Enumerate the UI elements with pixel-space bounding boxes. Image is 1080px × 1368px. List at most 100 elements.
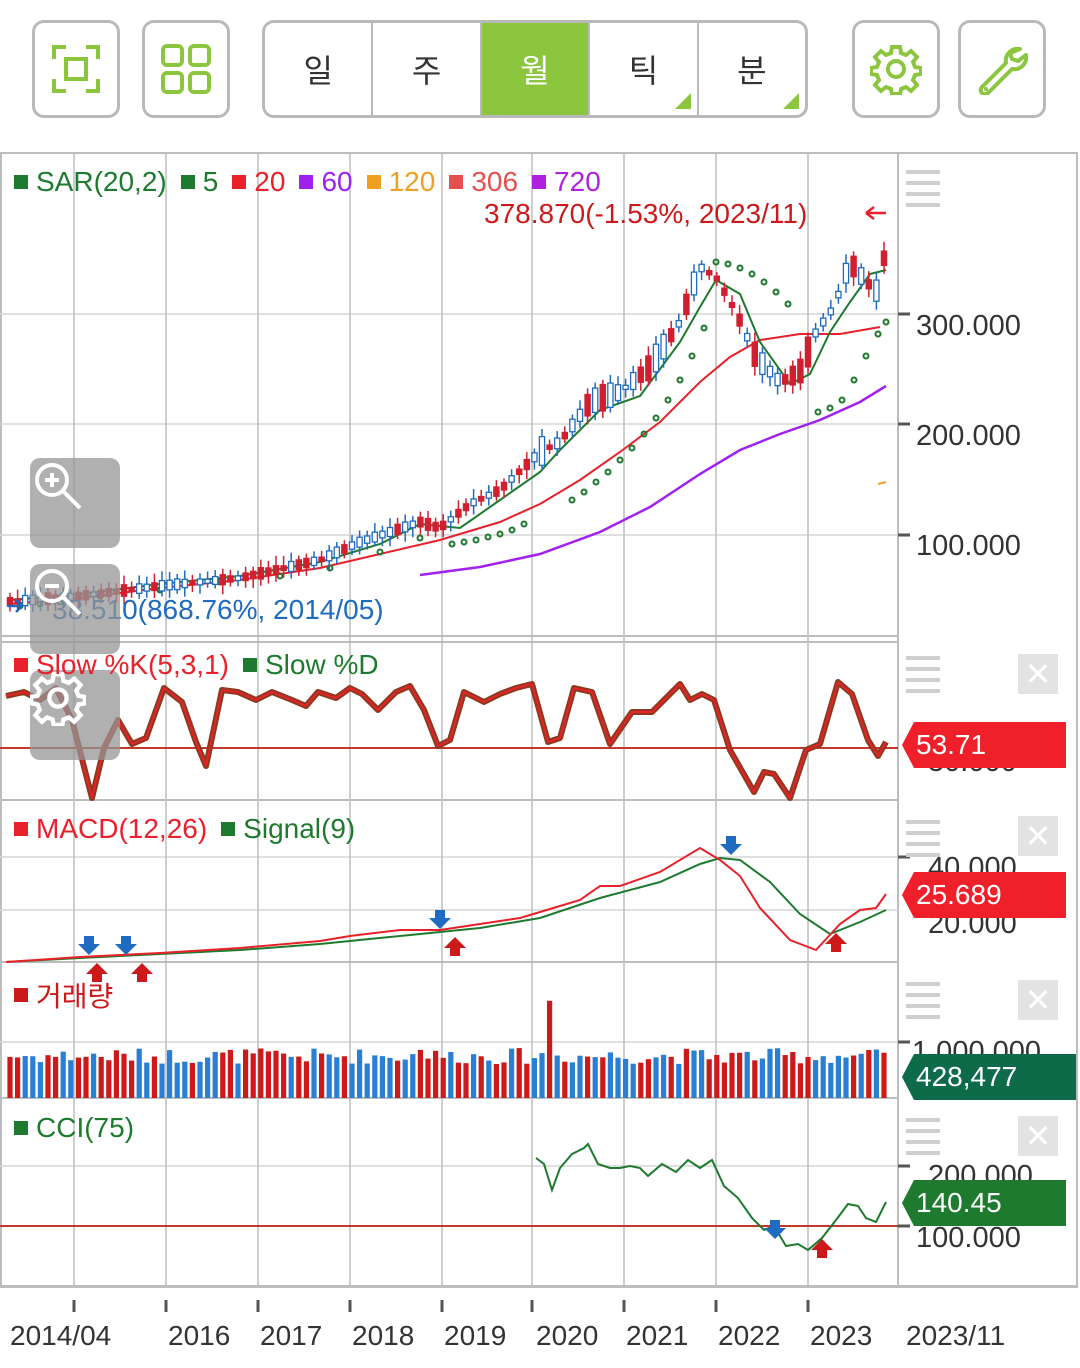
- ma-120-line: [877, 481, 887, 485]
- candle-body: [827, 307, 835, 316]
- candle-body: [629, 371, 637, 391]
- period-selector: 일 주 월 틱 분: [262, 20, 808, 118]
- fullscreen-button[interactable]: [32, 20, 120, 118]
- candle-body: [842, 262, 850, 284]
- candle-body: [652, 343, 660, 373]
- layout-grid-button[interactable]: [142, 20, 230, 118]
- macd-value-badge: 25.689: [902, 872, 1066, 918]
- zoom-in-button[interactable]: [30, 458, 120, 548]
- x-axis-label: 2023: [810, 1320, 873, 1351]
- candle-body: [257, 567, 265, 580]
- legend-swatch: [242, 658, 257, 672]
- volume-bar: [273, 1050, 279, 1098]
- y-axis-label: 100.000: [916, 1222, 1021, 1254]
- volume-bar: [835, 1055, 841, 1098]
- volume-bar: [790, 1051, 796, 1098]
- volume-bar: [341, 1056, 347, 1098]
- volume-bar: [744, 1051, 750, 1098]
- volume-bar: [37, 1062, 43, 1098]
- legend-signal: Signal(9): [243, 813, 356, 844]
- legend-ma-20: 20: [254, 166, 286, 197]
- volume-bar: [699, 1050, 705, 1098]
- tools-button[interactable]: [958, 20, 1046, 118]
- close-panel-button[interactable]: ✕: [1018, 980, 1058, 1020]
- volume-bar: [714, 1054, 720, 1098]
- volume-bar: [630, 1063, 636, 1098]
- x-axis-label: 2023/11: [906, 1320, 1006, 1351]
- volume-bar: [767, 1048, 773, 1098]
- volume-bar: [782, 1055, 788, 1098]
- candle-body: [417, 516, 424, 528]
- volume-bar: [334, 1057, 340, 1098]
- close-panel-button[interactable]: ✕: [1018, 816, 1058, 856]
- candle-body: [348, 541, 356, 550]
- candle-body: [439, 520, 447, 531]
- indicator-settings-button[interactable]: [30, 670, 120, 760]
- candle-body: [356, 536, 363, 548]
- candle-body: [470, 498, 477, 507]
- candle-body: [447, 516, 455, 523]
- volume-bar: [182, 1061, 188, 1098]
- candle-body: [196, 578, 204, 586]
- candle-body: [371, 531, 379, 543]
- volume-bar: [623, 1058, 629, 1098]
- volume-bar: [448, 1051, 454, 1098]
- stock-chart[interactable]: SAR(20,2) 5 20 60 120 306 720 378.870(-1…: [0, 152, 1080, 1368]
- cci-value-badge: 140.45: [902, 1180, 1066, 1226]
- volume-bar: [311, 1048, 317, 1098]
- candle-body: [462, 503, 470, 512]
- buy-arrow-icon: [444, 937, 466, 956]
- panel-drag-handle[interactable]: [906, 820, 940, 857]
- candle-body: [158, 579, 166, 592]
- candle-body: [607, 382, 614, 408]
- volume-bar: [113, 1050, 119, 1098]
- period-minute-tab[interactable]: 분: [699, 23, 805, 115]
- candle-body: [774, 372, 781, 387]
- candle-body: [477, 495, 485, 502]
- period-month-tab[interactable]: 월: [481, 23, 591, 115]
- volume-bar: [805, 1056, 811, 1098]
- price-legend: SAR(20,2) 5 20 60 120 306 720: [10, 166, 611, 198]
- candle-body: [857, 267, 865, 285]
- candle-body: [204, 578, 211, 584]
- volume-value-badge: 428,477: [902, 1054, 1076, 1100]
- x-axis-label: 2016: [168, 1320, 231, 1351]
- period-tick-tab[interactable]: 틱: [590, 23, 699, 115]
- volume-bar: [83, 1056, 89, 1098]
- settings-button[interactable]: [852, 20, 940, 118]
- volume-bar: [759, 1058, 765, 1098]
- close-panel-button[interactable]: ✕: [1018, 1116, 1058, 1156]
- volume-bar: [691, 1050, 697, 1098]
- candle-body: [538, 436, 546, 466]
- candle-body: [599, 383, 607, 412]
- volume-bar: [417, 1049, 423, 1098]
- candle-body: [166, 579, 173, 591]
- volume-bar: [471, 1054, 477, 1098]
- candle-body: [493, 486, 500, 497]
- volume-bar: [668, 1056, 674, 1098]
- volume-bar: [729, 1052, 735, 1098]
- candle-body: [128, 586, 135, 593]
- close-panel-button[interactable]: ✕: [1018, 654, 1058, 694]
- panel-drag-handle[interactable]: [906, 982, 940, 1019]
- candle-body: [873, 279, 880, 302]
- zoom-out-button[interactable]: [30, 564, 120, 654]
- sell-arrow-icon: [764, 1220, 786, 1239]
- volume-bar: [843, 1057, 849, 1098]
- x-axis-label: 2019: [444, 1320, 507, 1351]
- submenu-indicator-icon: [674, 93, 691, 109]
- volume-bar: [524, 1063, 530, 1098]
- stoch-value-badge: 53.71: [902, 722, 1066, 768]
- candle-body: [242, 572, 249, 582]
- period-week-tab[interactable]: 주: [373, 23, 482, 115]
- panel-drag-handle[interactable]: [906, 656, 940, 693]
- legend-swatch: [366, 175, 381, 189]
- legend-ma-120: 120: [388, 166, 436, 197]
- volume-bar: [7, 1056, 13, 1098]
- candle-body: [584, 393, 591, 417]
- candle-body: [379, 530, 386, 539]
- volume-bar: [106, 1060, 112, 1098]
- panel-drag-handle[interactable]: [906, 170, 940, 207]
- period-day-tab[interactable]: 일: [265, 23, 374, 115]
- panel-drag-handle[interactable]: [906, 1118, 940, 1155]
